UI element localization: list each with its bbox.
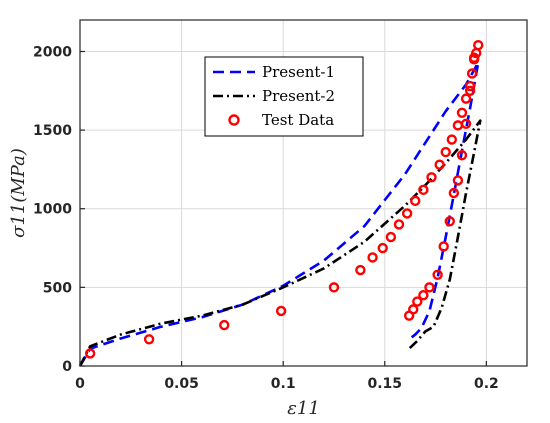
test-data-point: [424, 282, 435, 293]
x-tick-label: 0.15: [367, 376, 402, 392]
test-data-point: [460, 93, 472, 104]
test-data-point: [438, 241, 449, 252]
y-tick-label: 2000: [33, 44, 72, 60]
test-data-point: [444, 216, 455, 227]
legend-items: Present-1 Present-2 Test Data: [213, 63, 335, 129]
legend-label-present-1: Present-1: [262, 63, 335, 81]
test-data-point: [219, 319, 230, 331]
test-data-point: [456, 150, 468, 161]
series-layer: [78, 39, 484, 367]
series-line-present-2: [78, 119, 482, 367]
y-axis-ticks: 0 500 1000 1500 2000: [33, 44, 85, 375]
test-data-point: [385, 231, 397, 243]
legend: Present-1 Present-2 Test Data: [204, 56, 364, 137]
test-data-point: [452, 120, 464, 131]
test-data-point: [403, 310, 415, 321]
test-data-point: [401, 208, 413, 219]
test-data-point: [412, 296, 423, 307]
series-line-present-1: [78, 61, 480, 367]
test-data-point: [452, 175, 464, 186]
test-data-point: [355, 264, 366, 276]
test-data-point: [464, 80, 476, 92]
x-tick-label: 0.1: [271, 376, 296, 392]
test-data-point: [275, 305, 287, 317]
axes-frame: [79, 19, 528, 367]
test-data-point: [377, 242, 388, 254]
y-axis-title: σ11(MPa): [8, 148, 29, 238]
test-data-point: [367, 252, 378, 263]
test-data-point: [84, 348, 96, 359]
legend-label-present-2: Present-2: [262, 87, 335, 105]
test-data-point: [143, 334, 155, 345]
test-data-point: [464, 85, 476, 96]
test-data-point: [393, 219, 405, 230]
test-data-point: [440, 146, 451, 158]
test-data-point: [418, 290, 429, 301]
legend-label-test-data: Test Data: [262, 111, 334, 129]
y-tick-label: 500: [43, 280, 72, 296]
y-tick-label: 1500: [33, 123, 72, 139]
x-tick-label: 0.2: [474, 376, 499, 392]
x-axis-ticks: 0 0.05 0.1 0.15 0.2: [75, 361, 499, 392]
test-data-point: [432, 269, 443, 280]
x-axis-title: ε11: [287, 398, 320, 419]
test-data-point: [434, 159, 445, 170]
x-tick-label: 0: [75, 376, 85, 392]
y-tick-label: 0: [62, 359, 72, 375]
test-data-point: [446, 134, 458, 145]
series-test-data: [84, 39, 484, 359]
test-data-point: [426, 172, 437, 183]
x-tick-label: 0.05: [164, 376, 199, 392]
test-data-point: [473, 39, 484, 51]
test-data-point: [468, 52, 480, 63]
test-data-point: [418, 184, 429, 196]
test-data-point: [448, 187, 460, 199]
legend-marker-test-data: [228, 114, 240, 126]
test-data-point: [456, 107, 468, 118]
test-data-point: [466, 68, 478, 79]
test-data-point: [460, 118, 472, 130]
test-data-point: [328, 282, 340, 293]
test-data-point: [410, 195, 421, 207]
y-tick-label: 1000: [33, 202, 72, 218]
